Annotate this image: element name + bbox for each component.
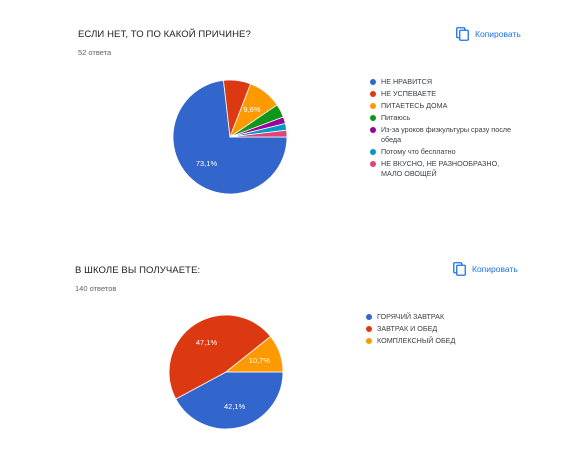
legend-item: Потому что бесплатно	[370, 147, 521, 157]
slice-data-label: 42,1%	[224, 402, 246, 411]
legend-label: КОМПЛЕКСНЫЙ ОБЕД	[377, 336, 456, 345]
legend-label: Потому что бесплатно	[381, 147, 456, 156]
question-title-1: ЕСЛИ НЕТ, ТО ПО КАКОЙ ПРИЧИНЕ?	[78, 29, 251, 40]
legend-label: ГОРЯЧИЙ ЗАВТРАК	[377, 312, 445, 321]
pie-slice[interactable]	[175, 371, 284, 430]
slice-data-label: 73,1%	[196, 159, 218, 168]
response-count-2: 140 ответов	[75, 284, 117, 293]
legend-label: ПИТАЕТЕСЬ ДОМА	[381, 101, 448, 110]
legend-item: ГОРЯЧИЙ ЗАВТРАК	[366, 312, 455, 322]
copy-chart-button-2[interactable]: Копировать	[453, 262, 518, 276]
legend-item: КОМПЛЕКСНЫЙ ОБЕД	[366, 336, 455, 346]
question-card-2: В ШКОЛЕ ВЫ ПОЛУЧАЕТЕ: 140 ответов Копиро…	[0, 250, 570, 466]
chart-legend-2: ГОРЯЧИЙ ЗАВТРАК ЗАВТРАК И ОБЕД КОМПЛЕКСНЫЙ…	[366, 312, 455, 348]
pie-slice[interactable]	[168, 314, 272, 400]
legend-label: НЕ НРАВИТСЯ	[381, 77, 433, 86]
pie-chart-1: 73,1% 9,6%	[172, 79, 288, 195]
legend-swatch	[366, 314, 372, 320]
legend-item: ПИТАЕТЕСЬ ДОМА	[370, 101, 521, 111]
copy-button-label: Копировать	[475, 29, 521, 39]
pie-slice[interactable]	[224, 335, 284, 373]
pie-chart-2: 42,1% 47,1% 10,7%	[168, 314, 284, 430]
question-title-2: В ШКОЛЕ ВЫ ПОЛУЧАЕТЕ:	[75, 265, 201, 276]
legend-item: НЕ УСПЕВАЕТЕ	[370, 89, 521, 99]
legend-label: Из-за уроков физкультуры сразу после обе…	[381, 125, 511, 144]
legend-label: ЗАВТРАК И ОБЕД	[377, 324, 438, 333]
copy-icon	[453, 262, 466, 276]
legend-label: Питаюсь	[381, 113, 411, 122]
legend-label: НЕ ВКУСНО, НЕ РАЗНООБРАЗНО, МАЛО ОВОЩЕЙ	[381, 159, 500, 178]
legend-swatch	[370, 161, 376, 167]
slice-data-label: 10,7%	[249, 356, 271, 365]
legend-item: Питаюсь	[370, 113, 521, 123]
legend-item: НЕ НРАВИТСЯ	[370, 77, 521, 87]
legend-swatch	[366, 326, 372, 332]
copy-icon	[456, 27, 469, 41]
legend-swatch	[370, 91, 376, 97]
legend-item: Из-за уроков физкультуры сразу после обе…	[370, 125, 521, 145]
legend-item: ЗАВТРАК И ОБЕД	[366, 324, 455, 334]
legend-swatch	[370, 103, 376, 109]
legend-item: НЕ ВКУСНО, НЕ РАЗНООБРАЗНО, МАЛО ОВОЩЕЙ	[370, 159, 521, 179]
legend-swatch	[370, 127, 376, 133]
legend-label: НЕ УСПЕВАЕТЕ	[381, 89, 437, 98]
legend-swatch	[366, 338, 372, 344]
slice-data-label: 47,1%	[196, 338, 218, 347]
legend-swatch	[370, 149, 376, 155]
response-count-1: 52 ответа	[78, 48, 112, 57]
legend-swatch	[370, 79, 376, 85]
copy-button-label: Копировать	[472, 264, 518, 274]
legend-swatch	[370, 115, 376, 121]
copy-chart-button-1[interactable]: Копировать	[456, 27, 521, 41]
pie-slice[interactable]	[229, 129, 288, 138]
question-card-1: ЕСЛИ НЕТ, ТО ПО КАКОЙ ПРИЧИНЕ? 52 ответа…	[78, 27, 521, 195]
chart-legend-1: НЕ НРАВИТСЯ НЕ УСПЕВАЕТЕ ПИТАЕТЕСЬ ДОМА Пит…	[370, 77, 521, 181]
slice-data-label: 9,6%	[243, 105, 260, 114]
